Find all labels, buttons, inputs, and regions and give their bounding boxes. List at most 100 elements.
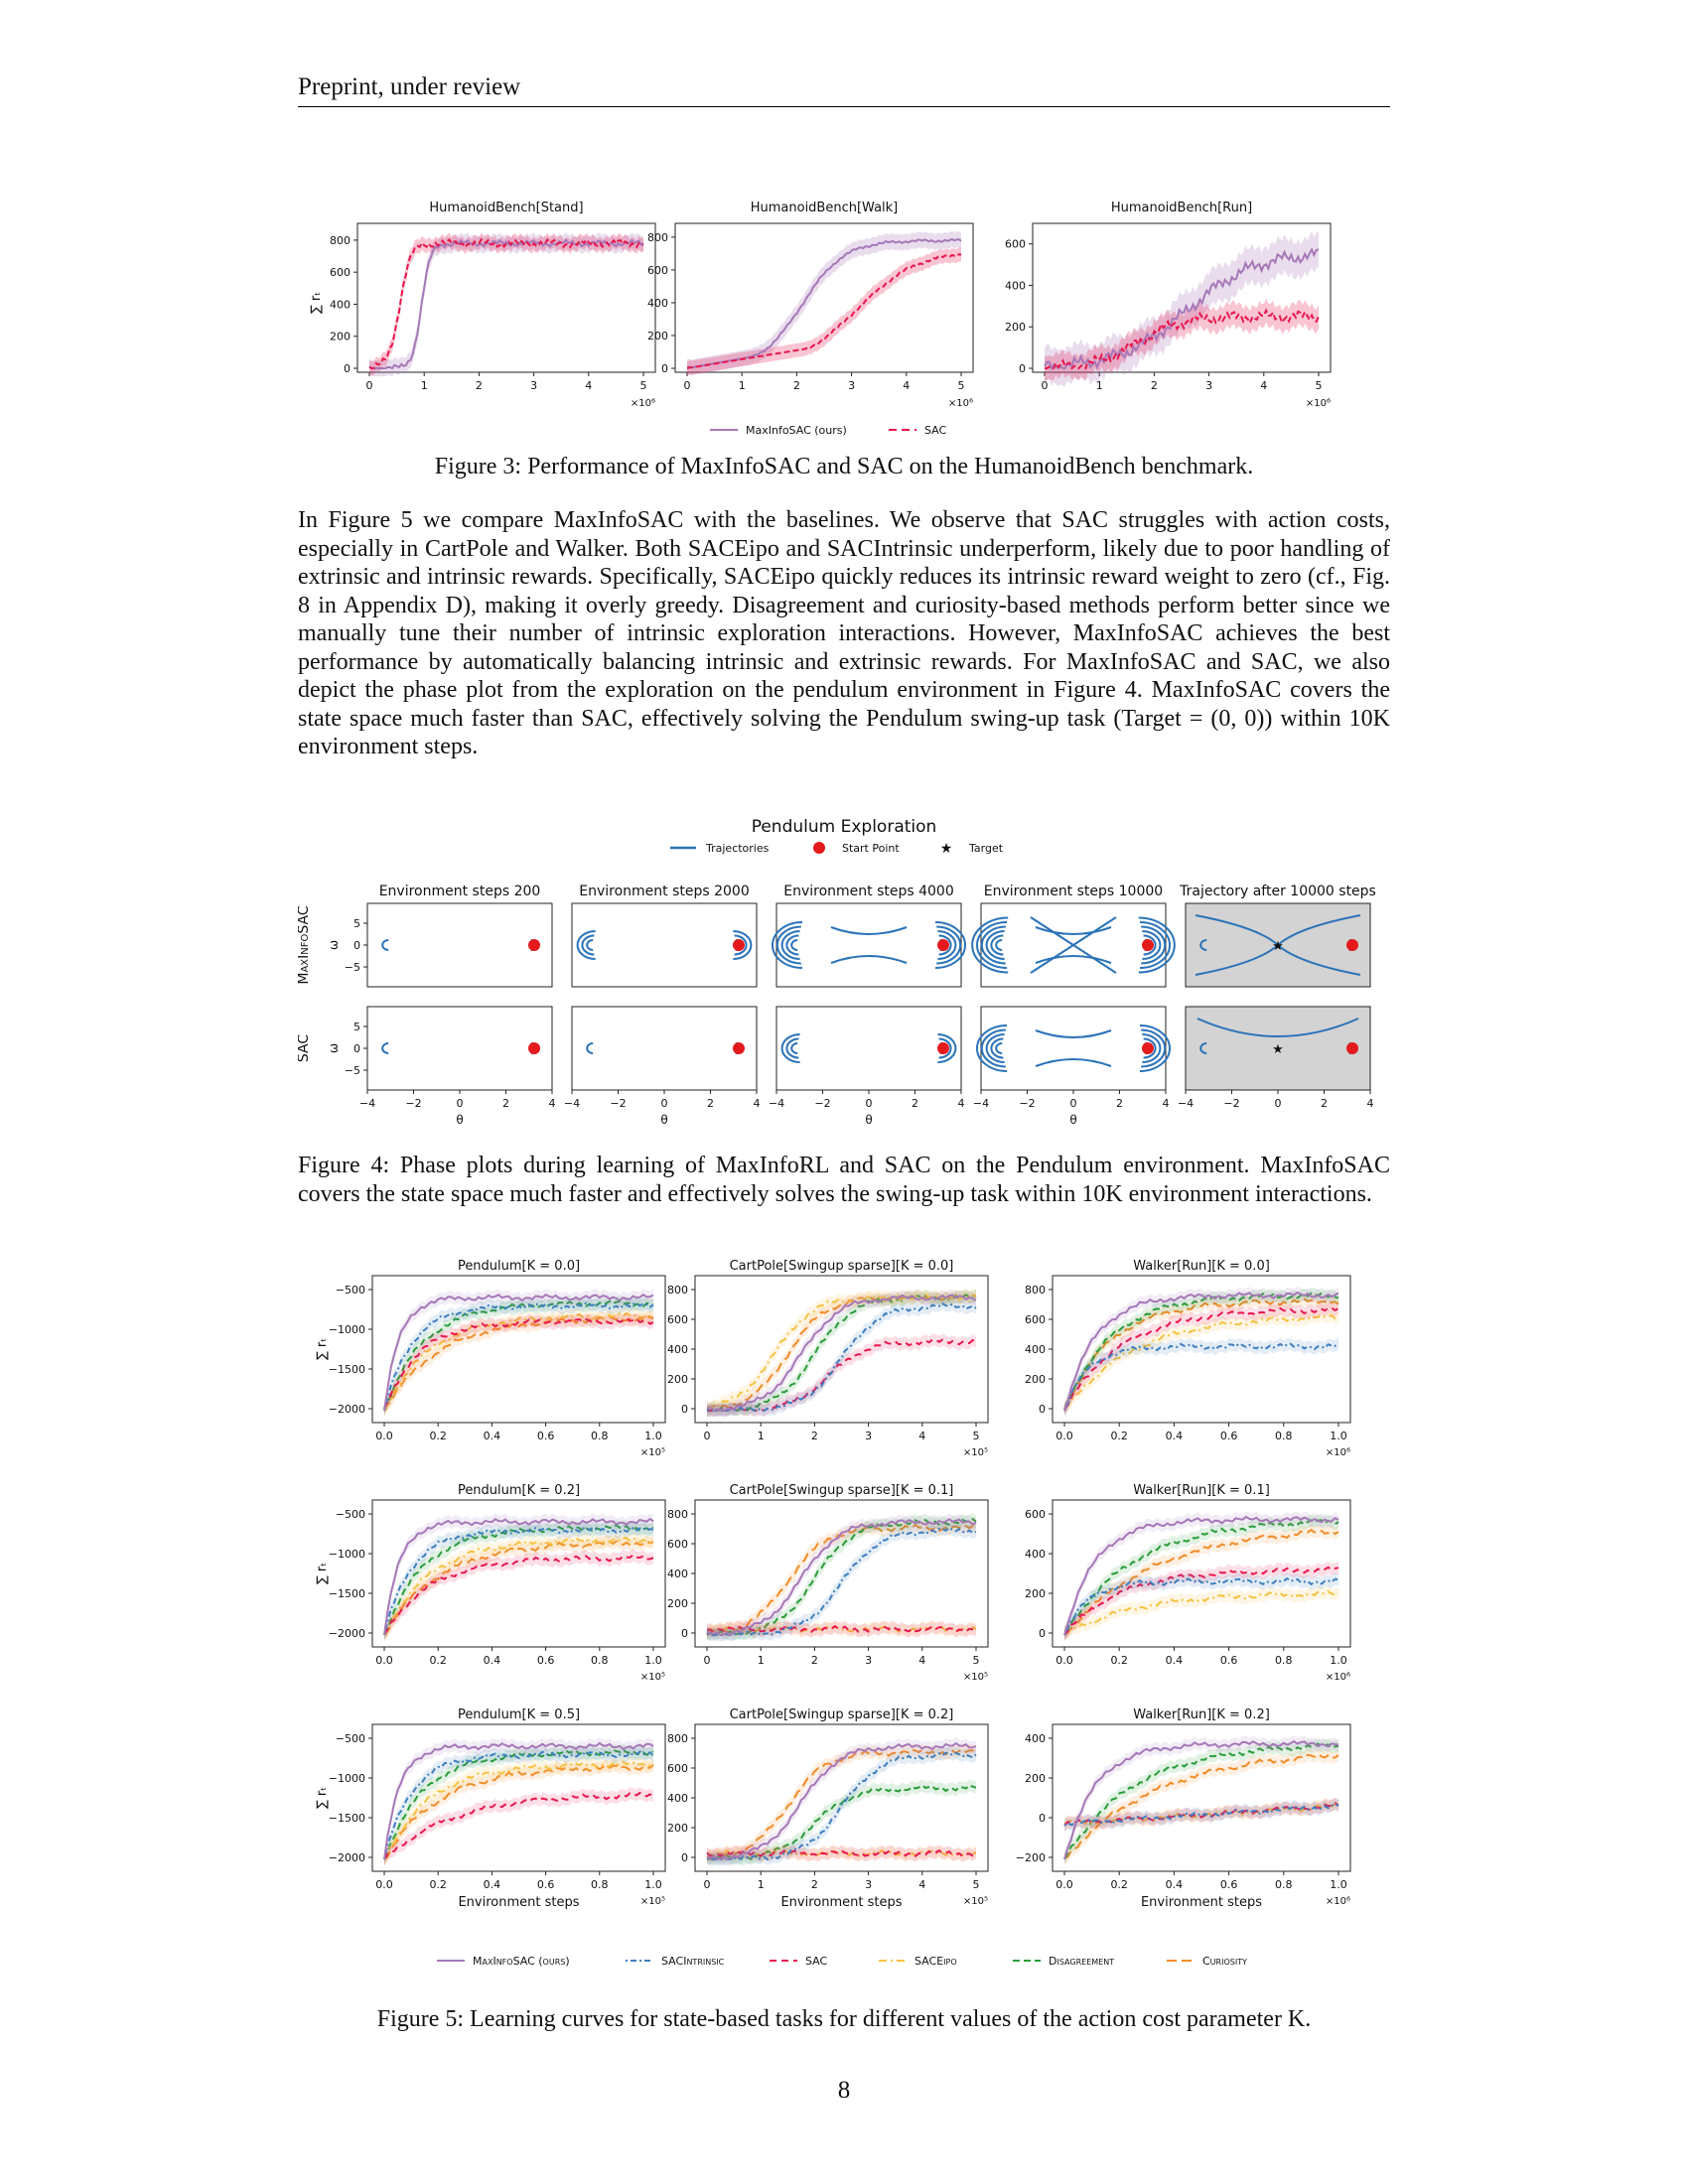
x-tick-label: 3 — [865, 1878, 872, 1891]
panel-title: CartPole[Swingup sparse][K = 0.1] — [730, 1483, 954, 1498]
x-tick-label: 2 — [811, 1878, 818, 1891]
trajectory — [830, 955, 908, 964]
x-tick-label: −4 — [973, 1097, 989, 1110]
x-tick-label: −4 — [564, 1097, 580, 1110]
y-tick-label: 200 — [1025, 1373, 1046, 1386]
x-tick-label: 2 — [1321, 1097, 1328, 1110]
series-line-sac — [1045, 308, 1320, 370]
trajectory — [971, 916, 1009, 974]
x-tick-label: 0.0 — [1055, 1430, 1073, 1442]
trajectory — [734, 934, 748, 956]
y-tick-label: 0 — [681, 1851, 688, 1864]
fig5-panel: Walker[Run][K = 0.2] 400 200 0 −200 0.0 0.2 0.4… — [1016, 1707, 1351, 1910]
phase-panel — [971, 902, 1176, 988]
legend-label: SAC — [805, 1955, 828, 1968]
y-tick-label: −5 — [345, 1064, 360, 1077]
start-point — [1346, 939, 1358, 951]
fig5-panel: Walker[Run][K = 0.1] 600 400 200 0 0.0 0.2 0.4 0… — [1025, 1483, 1351, 1683]
plot-frame — [356, 222, 656, 373]
series-line — [1063, 1803, 1339, 1827]
series-line — [1063, 1515, 1339, 1636]
target-star: ★ — [1272, 939, 1284, 954]
trajectory — [1199, 939, 1207, 951]
y-tick-label: 600 — [1005, 238, 1026, 251]
series-line — [706, 1848, 977, 1858]
legend-label: SAC — [924, 424, 947, 437]
legend-label: MaxInfoSAC (ours) — [473, 1955, 570, 1968]
trajectory — [985, 930, 1005, 960]
legend-label: Disagreement — [1049, 1955, 1114, 1968]
trajectory — [790, 1042, 798, 1054]
x-tick-label: 0.8 — [1275, 1654, 1293, 1667]
fig5-legend: MaxInfoSAC (ours) SACIntrinsic SAC SACEipo D… — [437, 1955, 1247, 1968]
series-line — [383, 1554, 654, 1635]
start-point — [528, 939, 540, 951]
x-tick-label: 5 — [973, 1654, 980, 1667]
page-number: 8 — [837, 2077, 851, 2104]
y-tick-label: 800 — [667, 1732, 688, 1745]
confidence-band — [384, 1743, 653, 1865]
fig3-legend: MaxInfoSAC (ours) SAC — [710, 424, 947, 437]
trajectory — [381, 1042, 389, 1054]
panel-title: Walker[Run][K = 0.2] — [1133, 1707, 1270, 1722]
x-tick-label: 0 — [1275, 1097, 1282, 1110]
series-line — [1063, 1306, 1339, 1411]
y-tick-label: 200 — [330, 331, 351, 343]
series-line — [1063, 1297, 1339, 1412]
x-tick-label: 4 — [754, 1097, 761, 1110]
series-line — [383, 1741, 654, 1860]
y-tick-label: 400 — [667, 1792, 688, 1805]
trajectory — [985, 1033, 1005, 1063]
x-tick-label: 4 — [918, 1430, 925, 1442]
legend-swatch: ★ — [940, 841, 953, 857]
y-axis-label: ω — [327, 940, 341, 950]
x-multiplier: ×10⁶ — [948, 398, 973, 409]
x-tick-label: 0 — [684, 379, 691, 392]
y-tick-label: 200 — [1005, 321, 1026, 334]
x-tick-label: 2 — [476, 379, 483, 392]
trajectory — [785, 1037, 799, 1059]
confidence-band — [384, 1532, 653, 1640]
confidence-band — [707, 1289, 976, 1417]
confidence-band — [1064, 1748, 1338, 1865]
plot-frame — [571, 902, 758, 988]
x-multiplier: ×10⁶ — [631, 398, 655, 409]
fig5-panel: Walker[Run][K = 0.0] 800 600 400 200 0 0.0 0.2 0… — [1025, 1259, 1351, 1458]
running-header: Preprint, under review — [298, 73, 521, 100]
series-line — [1063, 1753, 1339, 1859]
x-tick-label: −2 — [814, 1097, 830, 1110]
x-tick-label: 0.4 — [1166, 1878, 1184, 1891]
x-axis-label: θ — [456, 1113, 463, 1127]
y-tick-label: −2000 — [329, 1851, 365, 1864]
confidence-band — [1064, 1301, 1338, 1416]
confidence-band — [1064, 1572, 1338, 1641]
series-line — [706, 1748, 977, 1859]
series-line — [1063, 1292, 1339, 1410]
x-tick-label: 0 — [366, 379, 373, 392]
y-tick-label: 0 — [353, 939, 360, 952]
series-line — [383, 1317, 654, 1409]
trajectory — [1035, 926, 1112, 935]
x-multiplier: ×10⁶ — [1326, 1447, 1350, 1458]
start-point — [1346, 1042, 1358, 1054]
x-tick-label: 1.0 — [1330, 1654, 1347, 1667]
x-tick-label: 0 — [704, 1430, 711, 1442]
plot-frame — [1185, 1006, 1371, 1091]
x-tick-label: 2 — [1116, 1097, 1123, 1110]
series-line-sac — [368, 237, 644, 369]
confidence-band — [384, 1519, 653, 1641]
confidence-band — [707, 1289, 976, 1417]
x-tick-label: 0.2 — [429, 1654, 447, 1667]
y-tick-label: 600 — [667, 1313, 688, 1326]
trajectory — [381, 939, 389, 951]
plot-frame — [366, 902, 553, 988]
x-tick-label: −2 — [610, 1097, 626, 1110]
legend-label: Start Point — [842, 842, 900, 855]
plot-frame — [571, 1006, 758, 1091]
x-tick-label: 0.6 — [1220, 1430, 1238, 1442]
y-axis-label: ∑ rₜ — [309, 292, 324, 314]
trajectory — [733, 930, 753, 960]
x-tick-label: 0 — [661, 1097, 668, 1110]
confidence-band — [707, 1844, 976, 1862]
